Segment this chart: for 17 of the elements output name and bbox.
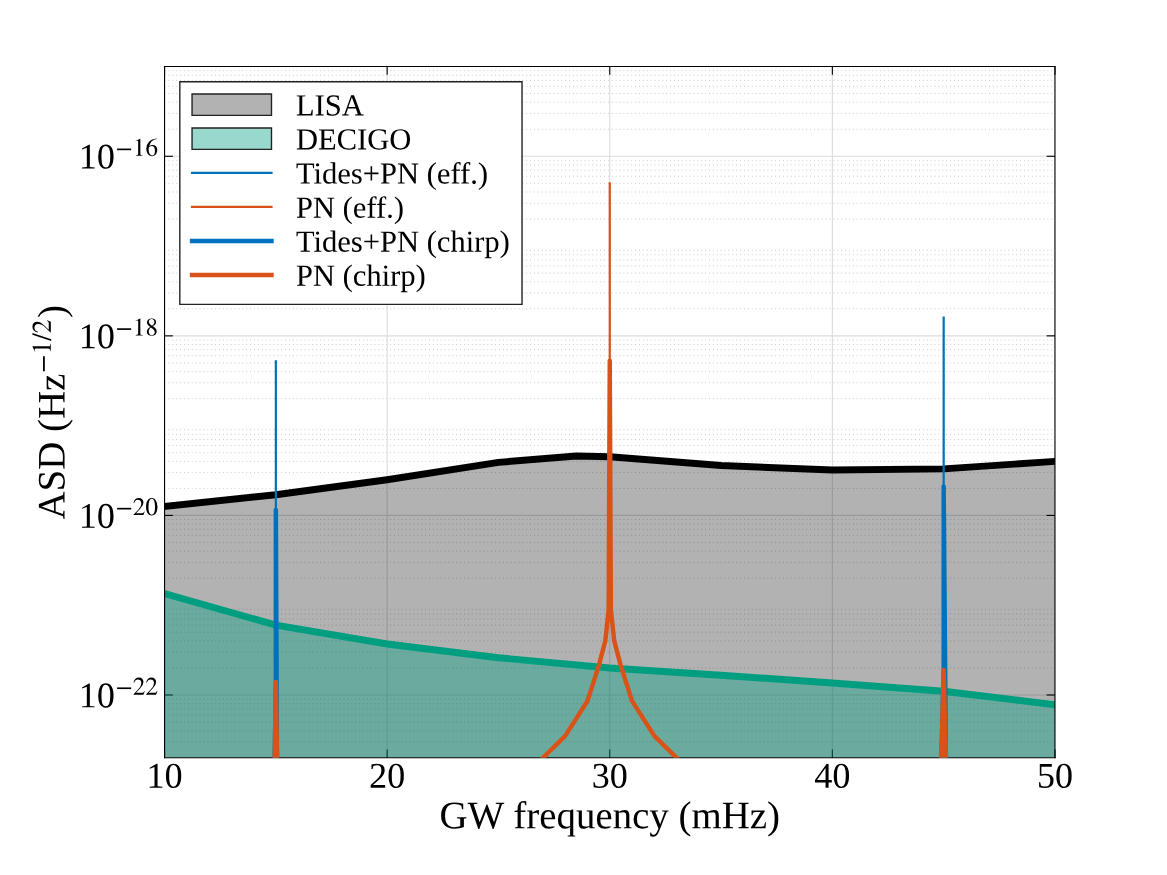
x-tick-label: 50 bbox=[1039, 763, 1072, 789]
y-tick-label: 10$^{−18}$ bbox=[81, 318, 157, 349]
x-tick-label: 40 bbox=[815, 763, 850, 789]
legend-label: Tides+PN (chirp) bbox=[296, 230, 509, 259]
legend-label: PN (chirp) bbox=[296, 264, 425, 293]
x-axis-title: GW frequency (mHz) bbox=[441, 800, 779, 837]
y-tick-label: 10$^{−22}$ bbox=[81, 677, 158, 708]
legend-label: DECIGO bbox=[296, 129, 411, 150]
y-tick-label: 10$^{−20}$ bbox=[81, 497, 158, 529]
x-tick-label: 10 bbox=[149, 763, 182, 789]
legend-label: LISA bbox=[296, 95, 364, 116]
x-tick-label: 20 bbox=[370, 763, 404, 789]
y-tick-label: 10$^{−16}$ bbox=[81, 138, 158, 169]
legend-label: Tides+PN (eff.) bbox=[296, 162, 487, 191]
legend-label: PN (eff.) bbox=[296, 196, 403, 225]
y-axis-title: ASD (Hz$^{−1/2}$) bbox=[32, 306, 73, 520]
x-tick-label: 30 bbox=[593, 763, 627, 789]
